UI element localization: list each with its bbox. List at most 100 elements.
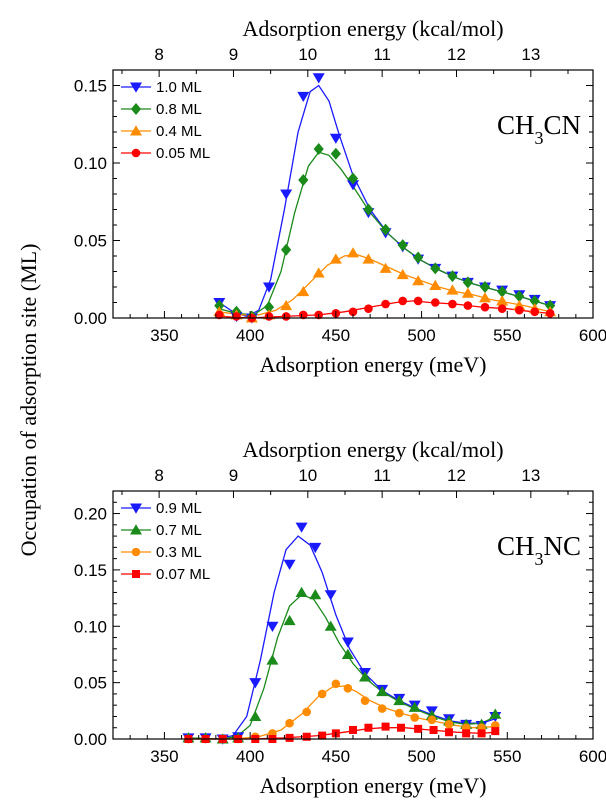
panel1-x2-tick-label-8: 8	[154, 466, 163, 485]
panel0-series-0-05-ml-point-4	[281, 312, 291, 321]
panel1-series-0-7-ml-point-12	[376, 685, 389, 697]
panel0-series-0-8-ml-point-18	[514, 290, 525, 303]
panel1-series-0-7-ml-point-10	[341, 648, 354, 659]
panel0-legend-marker-1-0-ml	[130, 82, 142, 93]
panel1-series-0-7-ml-point-8	[309, 589, 322, 600]
panel0-series-0-8-ml-point-6	[313, 143, 324, 156]
panel0-legend-label-0-4-ml: 0.4 ML	[156, 123, 202, 140]
panel1-series-0-07-ml-line	[188, 727, 496, 740]
panel0-series-0-05-ml-point-9	[364, 304, 373, 314]
panel0-series-0-05-ml-point-18	[514, 305, 524, 315]
panel1-series-0-9-ml-point-9	[324, 590, 337, 601]
panel0-series-0-8-ml-point-5	[298, 174, 309, 187]
panel1-x2-tick-label-11: 11	[373, 466, 391, 485]
panel0-x2-axis-title: Adsorption energy (kcal/mol)	[242, 16, 503, 41]
panel1-series-0-07-ml-point-12	[381, 722, 390, 731]
panel1-x2-tick-label-10: 10	[298, 466, 317, 485]
panel1-series-0-7-ml-point-9	[324, 620, 337, 631]
chart-panel-ch3nc: 350 400 450 500 550 600 8 9 10 11 12 13 0.00 0.05 0.10…	[74, 437, 606, 798]
panel1-series-0-07-ml-point-11	[364, 723, 373, 732]
panel0-series-0-4-ml-point-4	[280, 299, 293, 311]
panel0-series-0-05-ml-point-19	[530, 307, 540, 317]
panel1-series-0-3-ml-point-8	[317, 689, 327, 699]
panel1-series-0-9-ml-point-8	[309, 542, 322, 554]
panel0-x-tick-label-550: 550	[493, 326, 521, 345]
panel0-series-0-8-ml-point-8	[347, 172, 359, 185]
panel1-series-0-7-ml-point-5	[266, 654, 279, 665]
panel1-x-tick-label-350: 350	[150, 747, 178, 766]
panel0-x2-tick-label-12: 12	[447, 45, 466, 64]
panel1-legend-marker-0-7-ml	[130, 524, 142, 535]
panel0-series-0-4-ml-point-16	[479, 292, 491, 303]
y-axis-title: Occupation of adsorption site (ML)	[16, 244, 41, 557]
panel1-series-0-07-ml-point-7	[302, 732, 311, 741]
panel0-x-tick-label-500: 500	[407, 326, 435, 345]
panel0-series-0-8-ml-point-7	[330, 147, 341, 160]
panel1-legend-marker-0-3-ml	[131, 547, 141, 557]
panel0-series-0-05-ml-point-20	[545, 309, 555, 318]
panel0-x-tick-label-400: 400	[236, 326, 264, 345]
panel0-series-0-4-ml-point-11	[396, 268, 409, 280]
panel0-series-1-0-ml-point-3	[263, 282, 275, 293]
panel0-series-0-4-ml-point-9	[362, 253, 375, 264]
panel0-series-0-8-ml-point-19	[529, 294, 540, 307]
panel0-series-0-8-ml-point-14	[447, 270, 458, 283]
panel1-series-0-3-ml-point-16	[444, 720, 454, 729]
panel0-y-tick-label-2: 0.10	[74, 154, 107, 173]
panel1-series-0-9-ml-point-6	[283, 559, 296, 570]
panel1-series-0-3-ml-point-11	[360, 696, 370, 705]
panel0-series-0-8-ml-point-0	[214, 299, 225, 312]
panel1-series-0-3-ml-point-14	[410, 713, 420, 722]
panel1-series-0-3-ml-point-6	[285, 718, 294, 728]
panel0-x2-tick-label-13: 13	[521, 45, 540, 64]
panel0-legend-marker-0-8-ml	[130, 103, 142, 115]
panel0-x-tick-label-450: 450	[322, 326, 350, 345]
panel0-series-0-8-ml-point-15	[462, 276, 473, 289]
panel0-series-0-05-ml-point-17	[497, 304, 507, 314]
panel1-series-0-3-ml-point-9	[331, 679, 341, 689]
panel0-x-tick-label-600: 600	[579, 326, 606, 345]
panel0-series-0-05-ml-point-14	[448, 299, 457, 309]
panel1-series-0-7-ml-point-11	[359, 671, 371, 682]
panel0-series-0-8-ml-point-4	[281, 243, 292, 256]
panel1-x-tick-label-400: 400	[236, 747, 264, 766]
panel0-series-0-8-ml-point-20	[545, 299, 556, 312]
panel1-series-0-9-ml-point-5	[266, 621, 279, 632]
panel0-series-0-05-ml-point-3	[264, 312, 274, 321]
panel1-series-0-9-ml-point-4	[249, 678, 262, 689]
panel1-x2-tick-label-9: 9	[229, 466, 238, 485]
panel1-series-0-7-ml-point-19	[489, 708, 502, 719]
panel0-series-0-4-ml-point-6	[312, 267, 325, 278]
panel0-series-0-05-ml-point-16	[480, 302, 490, 312]
panel0-legend-label-0-8-ml: 0.8 ML	[156, 101, 202, 118]
panel0-series-0-05-ml-point-15	[463, 301, 473, 310]
panel0-x2-tick-label-9: 9	[229, 45, 238, 64]
panel1-series-0-07-ml-point-13	[397, 723, 405, 732]
panel1-x2-tick-label-13: 13	[521, 466, 540, 485]
panel0-series-0-4-ml-point-13	[429, 279, 442, 290]
panel1-series-0-3-ml-point-10	[343, 683, 353, 693]
panel0-legend-label-0-05-ml: 0.05 ML	[156, 145, 210, 162]
panel1-y-tick-label-1: 0.05	[74, 674, 107, 693]
panel1-y-tick-label-2: 0.10	[74, 617, 107, 636]
panel0-y-tick-label-3: 0.15	[74, 77, 107, 96]
panel1-series-0-7-ml-point-6	[283, 614, 296, 626]
panel0-series-0-8-ml-point-16	[479, 281, 491, 293]
panel0-series-0-4-ml-point-10	[379, 262, 392, 273]
panel1-x2-tick-label-12: 12	[447, 466, 466, 485]
panel1-legend-label-0-9-ml: 0.9 ML	[156, 500, 202, 517]
panel0-series-0-05-ml-point-1	[232, 312, 241, 321]
panel0-series-0-8-ml-point-11	[397, 239, 408, 252]
panel1-x-tick-label-600: 600	[579, 747, 606, 766]
panel0-legend-label-1-0-ml: 1.0 ML	[156, 79, 202, 96]
panel0-y-tick-label-1: 0.05	[74, 232, 107, 251]
panel0-series-1-0-ml-point-5	[297, 91, 310, 103]
panel0-series-0-05-ml-point-12	[413, 296, 423, 306]
panel1-series-0-7-ml-point-13	[393, 694, 406, 706]
panel0-series-0-05-ml-point-8	[348, 307, 358, 317]
panel1-legend-label-0-07-ml: 0.07 ML	[156, 566, 210, 583]
panel0-series-0-4-ml-point-8	[347, 247, 359, 258]
panel1-x-tick-label-550: 550	[493, 747, 521, 766]
panel0-series-0-8-ml-point-9	[363, 203, 374, 216]
